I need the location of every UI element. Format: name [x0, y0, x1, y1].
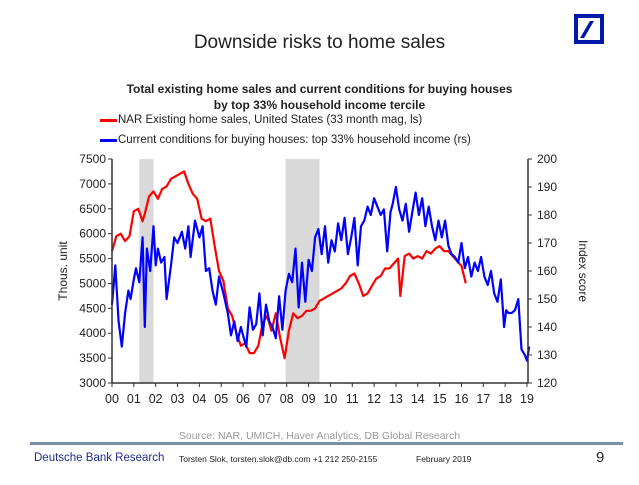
chart-title-line1: Total existing home sales and current co… [126, 82, 513, 96]
axes-group: 3000 3500 4000 4500 5000 5500 6000 6500 7000 7500… [56, 152, 590, 406]
y-right-tick-label: 160 [537, 264, 557, 278]
footer-date: February 2019 [416, 454, 472, 464]
footer-author: Torsten Slok, torsten.slok@db.com +1 212… [179, 454, 378, 464]
legend-item-buying-conditions: Current conditions for buying houses: to… [100, 134, 471, 146]
x-tick-label: 03 [171, 392, 185, 406]
y-tick-label: 3500 [79, 351, 106, 365]
x-tick-label: 02 [149, 392, 163, 406]
y-right-tick-label: 190 [537, 180, 557, 194]
footer-divider [30, 442, 623, 445]
x-tick-label: 08 [280, 392, 294, 406]
y-tick-label: 7000 [79, 177, 106, 191]
y-tick-label: 6500 [79, 202, 106, 216]
x-tick-label: 15 [433, 392, 447, 406]
y-right-tick-label: 150 [537, 292, 557, 306]
y-tick-label: 6000 [79, 227, 106, 241]
y-right-tick-label: 200 [537, 152, 557, 166]
x-tick-label: 14 [411, 392, 425, 406]
y-right-tick-label: 140 [537, 320, 557, 334]
x-tick-label: 19 [520, 392, 534, 406]
x-tick-label: 04 [192, 392, 206, 406]
series-line-home-sales [110, 170, 467, 360]
y-right-tick-label: 120 [537, 376, 557, 390]
y-axis-label-right: Index score [576, 240, 590, 302]
x-tick-label: 13 [389, 392, 403, 406]
legend-item-home-sales: NAR Existing home sales, United States (… [100, 114, 422, 126]
chart-title-line2: by top 33% household income tercile [213, 98, 426, 112]
y-tick-label: 4000 [79, 326, 106, 340]
legend-label: Current conditions for buying houses: to… [118, 134, 471, 146]
y-right-tick-label: 170 [537, 236, 557, 250]
x-tick-label: 18 [498, 392, 512, 406]
footer-brand: Deutsche Bank Research [34, 452, 165, 464]
x-tick-label: 17 [476, 392, 490, 406]
series-line-buying-conditions [110, 185, 531, 362]
series-group [110, 170, 531, 362]
x-tick-label: 16 [455, 392, 469, 406]
chart-title: Total existing home sales and current co… [0, 81, 639, 113]
x-tick-label: 05 [214, 392, 228, 406]
x-tick-label: 00 [105, 392, 119, 406]
x-tick-label: 06 [236, 392, 250, 406]
y-tick-label: 5000 [79, 276, 106, 290]
legend-swatch-red [100, 118, 117, 122]
deutsche-bank-logo [574, 14, 604, 44]
y-tick-label: 7500 [79, 152, 106, 166]
y-right-tick-label: 130 [537, 348, 557, 362]
y-right-tick-label: 180 [537, 208, 557, 222]
y-axis-label-left: Thous. unit [56, 241, 70, 301]
page-number: 9 [596, 449, 605, 466]
x-tick-label: 07 [258, 392, 272, 406]
y-tick-label: 5500 [79, 252, 106, 266]
legend-swatch-blue [100, 138, 117, 142]
slide-title: Downside risks to home sales [193, 32, 446, 53]
chart-svg: 3000 3500 4000 4500 5000 5500 6000 6500 7000 7500… [56, 152, 590, 406]
source-note: Source: NAR, UMICH, Haver Analytics, DB … [178, 430, 461, 442]
x-tick-label: 10 [323, 392, 337, 406]
x-tick-label: 11 [346, 392, 359, 406]
x-tick-label: 01 [127, 392, 141, 406]
legend-label: NAR Existing home sales, United States (… [118, 114, 423, 126]
x-tick-label: 12 [367, 392, 381, 406]
x-tick-label: 09 [302, 392, 316, 406]
y-tick-label: 4500 [79, 301, 106, 315]
y-tick-label: 3000 [79, 376, 106, 390]
